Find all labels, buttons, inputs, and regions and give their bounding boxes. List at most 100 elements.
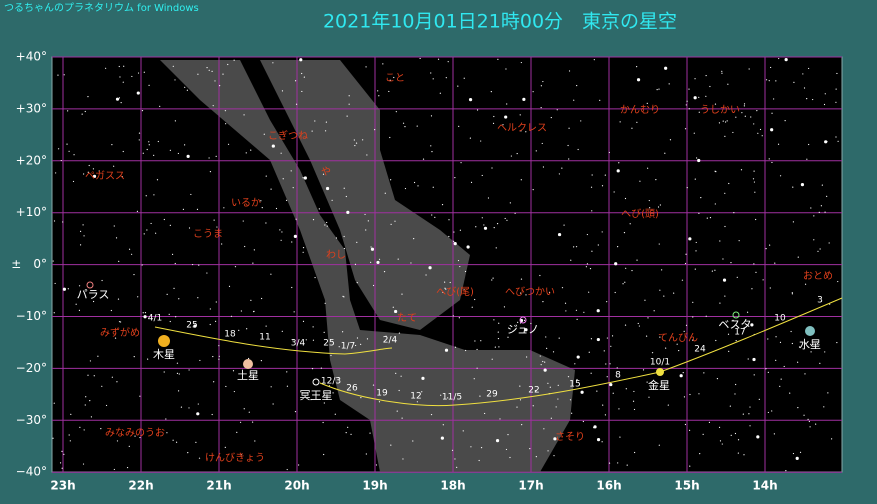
star [216,226,218,228]
star [481,217,483,219]
star [576,84,578,87]
star [374,129,376,131]
star [236,431,238,433]
star [89,399,91,402]
dec-label: ± 0° [11,257,47,271]
star [79,244,82,246]
star [211,70,213,72]
star [193,324,197,328]
star [756,435,760,439]
star [756,110,758,112]
star [576,355,580,359]
star [448,235,450,238]
star [215,301,217,303]
star [87,171,89,173]
star [176,362,179,364]
star [490,91,492,93]
star [642,369,645,371]
planet-label: 土星 [237,369,259,382]
star [699,452,701,455]
star [113,225,115,227]
star [338,377,340,379]
star [75,303,77,305]
star [243,114,245,116]
star [453,242,457,246]
star [356,337,359,339]
star [606,301,608,303]
star [376,260,380,265]
star [133,273,135,276]
star [484,412,486,415]
star [345,432,347,434]
star [67,288,69,290]
star [767,338,769,340]
star [431,214,433,216]
star [218,355,220,357]
star [614,262,618,266]
star [779,175,782,177]
star [146,148,148,151]
star [599,99,601,101]
star [378,258,381,260]
star [724,295,726,297]
ra-label: 17h [518,479,543,493]
star [353,139,355,141]
star [644,299,646,301]
star [271,144,275,148]
star [286,468,288,471]
star [248,411,250,413]
star [721,443,723,445]
star [354,144,356,147]
star [755,218,757,221]
star [98,170,100,172]
star [138,132,141,134]
star [250,149,252,151]
star [714,269,716,271]
star [695,250,697,252]
star [645,335,648,337]
star [483,226,488,230]
star [736,276,738,278]
star [625,267,627,269]
date-label: 26 [346,384,358,394]
star [792,221,794,223]
dec-label: +10° [16,205,47,219]
date-label: 12/3 [321,377,341,387]
star [72,180,75,183]
star [808,420,810,423]
star [689,429,691,431]
star [742,413,744,415]
star [804,373,806,375]
star [239,421,242,423]
star [146,229,148,231]
star [625,388,627,390]
star [261,297,263,300]
star [751,288,753,290]
star [246,328,248,330]
star [136,91,140,95]
star [525,294,527,296]
star [588,351,590,353]
star [694,178,696,180]
star [53,402,55,404]
star [785,470,787,472]
star [180,406,183,408]
star [793,81,795,83]
star [553,455,555,457]
star [824,211,826,213]
star [326,225,328,227]
star [143,233,145,235]
star [770,66,772,69]
star [383,270,386,273]
star [187,451,189,454]
star [698,111,700,113]
constellation-label: や [321,166,331,178]
star [470,181,473,183]
date-label: 12 [410,392,421,402]
star [519,292,522,294]
date-label: 19 [376,389,388,399]
star [543,368,547,372]
star [798,346,801,348]
star [638,325,640,327]
star [260,200,262,202]
